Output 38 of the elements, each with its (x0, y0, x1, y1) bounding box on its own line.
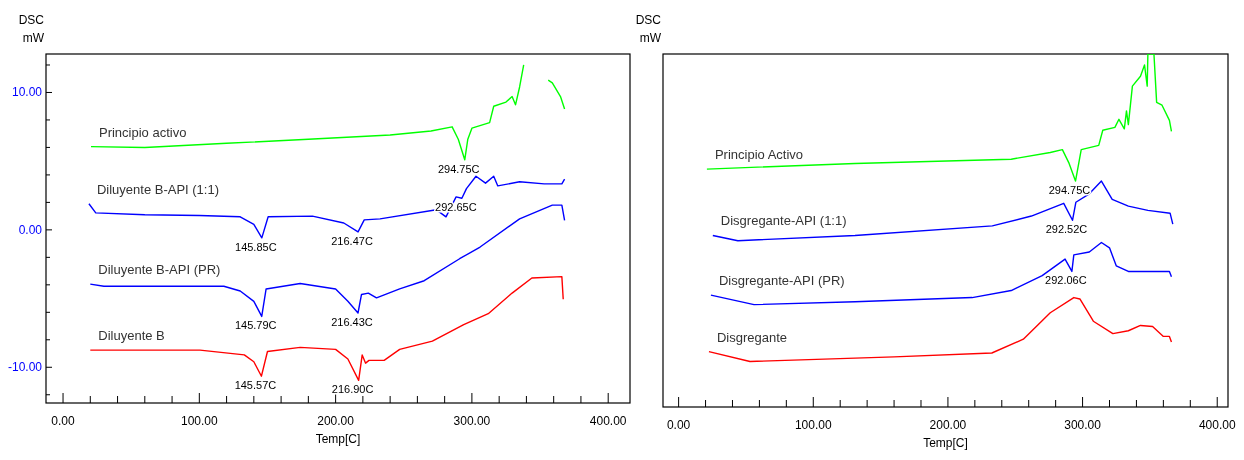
series-label: Disgregante-API (PR) (718, 273, 845, 289)
annotation: 292.06C (1045, 274, 1087, 287)
line-series (89, 275, 564, 382)
x-axis-title: Temp[C] (923, 436, 968, 450)
annotation: 216.43C (331, 316, 373, 328)
annotation: 145.57C (234, 379, 277, 392)
line-series (89, 204, 566, 318)
series-label: Disgregante (716, 329, 788, 345)
series-label: Principio Activo (714, 147, 804, 163)
series-label: Diluyente B-API (1:1) (96, 181, 220, 197)
series-label: Disgregante-API (1:1) (720, 213, 847, 229)
x-tick-label: 0.00 (51, 414, 76, 428)
x-tick-label: 100.00 (794, 418, 832, 432)
annotation: 145.85C (235, 240, 277, 253)
y-tick-label: 0.00 (18, 222, 43, 237)
x-axis-title: Temp[C] (315, 432, 361, 446)
x-tick-label: 0.00 (666, 418, 691, 432)
x-tick-label: 100.00 (180, 414, 218, 428)
x-tick-label: 300.00 (1064, 418, 1102, 432)
annotation: 145.79C (234, 319, 277, 332)
series-label: Diluyente B (98, 328, 165, 344)
y-tick-label: 10.00 (11, 85, 43, 100)
y-axis-title: DSC mW (18, 13, 45, 45)
y-axis-title: DSC mW (635, 13, 662, 45)
x-tick-label: 300.00 (453, 414, 491, 428)
annotation: 216.47C (331, 234, 373, 247)
line-series (88, 175, 566, 239)
x-tick-label: 400.00 (1198, 418, 1236, 432)
annotation: 294.75C (437, 162, 480, 175)
series-label: Diluyente B-API (PR) (98, 262, 221, 278)
x-tick-label: 200.00 (317, 414, 355, 428)
annotation: 294.75C (1048, 184, 1091, 197)
x-tick-label: 400.00 (589, 414, 627, 428)
annotation: 292.52C (1045, 223, 1088, 236)
y-tick-label: -10.00 (7, 360, 43, 375)
x-tick-label: 200.00 (929, 418, 967, 432)
annotation: 216.90C (331, 383, 374, 396)
series-label: Principio activo (98, 124, 187, 140)
